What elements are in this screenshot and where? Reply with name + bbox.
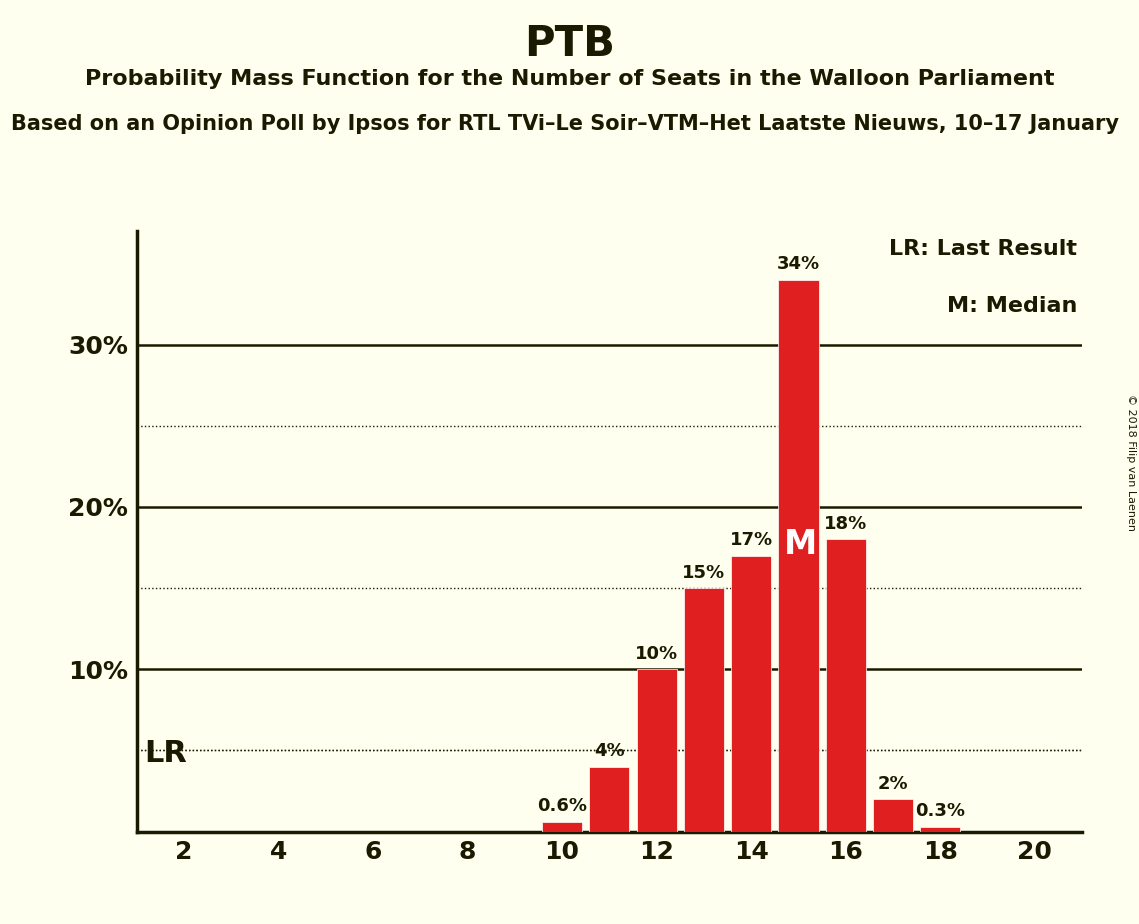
Text: LR: Last Result: LR: Last Result (890, 239, 1077, 259)
Text: Based on an Opinion Poll by Ipsos for RTL TVi–Le Soir–VTM–Het Laatste Nieuws, 10: Based on an Opinion Poll by Ipsos for RT… (11, 114, 1120, 134)
Text: © 2018 Filip van Laenen: © 2018 Filip van Laenen (1126, 394, 1136, 530)
Text: 10%: 10% (636, 645, 678, 663)
Bar (637, 669, 677, 832)
Text: 34%: 34% (777, 255, 820, 274)
Text: 2%: 2% (878, 774, 908, 793)
Text: M: M (784, 529, 818, 561)
Bar (826, 540, 866, 832)
Text: 4%: 4% (595, 742, 624, 760)
Text: 15%: 15% (682, 564, 726, 581)
Bar (731, 555, 771, 832)
Text: M: Median: M: Median (947, 296, 1077, 316)
Text: Probability Mass Function for the Number of Seats in the Walloon Parliament: Probability Mass Function for the Number… (84, 69, 1055, 90)
Bar (683, 588, 724, 832)
Text: 0.3%: 0.3% (916, 802, 965, 821)
Bar (872, 799, 913, 832)
Bar (589, 767, 630, 832)
Bar (778, 280, 819, 832)
Bar (920, 827, 960, 832)
Text: LR: LR (144, 739, 187, 768)
Text: PTB: PTB (524, 23, 615, 65)
Text: 0.6%: 0.6% (538, 797, 587, 815)
Text: 17%: 17% (730, 531, 772, 549)
Bar (542, 821, 582, 832)
Text: 18%: 18% (825, 515, 867, 533)
